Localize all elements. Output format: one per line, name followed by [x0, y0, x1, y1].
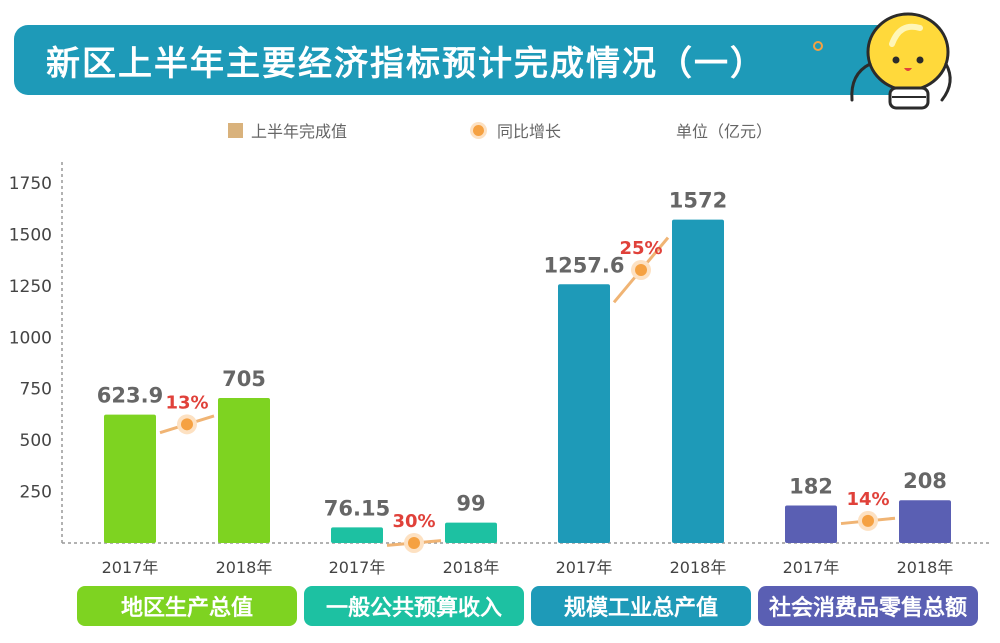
growth-dot	[635, 263, 647, 276]
growth-dot	[181, 418, 193, 431]
y-tick-label: 500	[20, 431, 52, 451]
category-label: 社会消费品零售总额	[758, 586, 978, 626]
bar-value-label: 1572	[669, 189, 727, 213]
legend-value-label: 上半年完成值	[251, 122, 348, 141]
legend-unit-label: 单位（亿元）	[676, 122, 773, 141]
category-label: 一般公共预算收入	[304, 586, 524, 626]
chart-title: 新区上半年主要经济指标预计完成情况（一）	[46, 43, 766, 84]
bar-value-label: 76.15	[324, 496, 390, 520]
category-label: 地区生产总值	[77, 586, 297, 626]
x-tick-label: 2017年	[783, 558, 840, 577]
legend-item-unit: 单位（亿元）	[676, 118, 772, 142]
bar-1-0	[331, 527, 383, 543]
bar-0-0	[104, 414, 156, 543]
x-tick-label: 2017年	[102, 558, 159, 577]
bar-2-1	[672, 219, 724, 544]
x-tick-label: 2018年	[443, 558, 500, 577]
bar-value-label: 208	[903, 469, 947, 493]
legend: 上半年完成值 同比增长 单位（亿元）	[0, 118, 1000, 142]
bar-1-1	[445, 522, 497, 543]
bar-3-1	[899, 500, 951, 543]
category-label: 规模工业总产值	[531, 586, 751, 626]
growth-label: 13%	[165, 392, 208, 413]
legend-swatch-icon	[228, 122, 243, 138]
legend-item-value: 上半年完成值	[228, 118, 347, 142]
y-tick-label: 250	[20, 483, 52, 503]
x-tick-label: 2018年	[216, 558, 273, 577]
growth-dot	[408, 536, 420, 549]
growth-dot	[862, 514, 874, 527]
bar-value-label: 99	[456, 492, 485, 516]
bar-value-label: 623.9	[97, 384, 163, 408]
legend-growth-label: 同比增长	[497, 122, 562, 141]
legend-item-growth: 同比增长	[470, 118, 561, 142]
x-tick-label: 2018年	[670, 558, 727, 577]
y-tick-label: 1750	[9, 174, 52, 194]
bar-3-0	[785, 505, 837, 543]
x-tick-label: 2017年	[329, 558, 386, 577]
y-tick-label: 1500	[9, 225, 52, 245]
growth-label: 14%	[846, 489, 889, 510]
bar-value-label: 1257.6	[543, 253, 624, 277]
y-tick-label: 750	[20, 380, 52, 400]
bar-value-label: 182	[789, 475, 833, 499]
x-tick-label: 2017年	[556, 558, 613, 577]
growth-label: 25%	[619, 238, 662, 259]
y-tick-label: 1000	[9, 328, 52, 348]
x-tick-label: 2018年	[897, 558, 954, 577]
bar-0-1	[218, 397, 270, 543]
title-banner: 新区上半年主要经济指标预计完成情况（一）	[14, 25, 902, 95]
bar-2-0	[558, 284, 610, 543]
growth-label: 30%	[392, 511, 435, 532]
lightbulb-mascot-icon	[813, 12, 952, 110]
bar-value-label: 705	[222, 367, 266, 391]
legend-dot-icon	[470, 121, 487, 139]
y-tick-label: 1250	[9, 277, 52, 297]
